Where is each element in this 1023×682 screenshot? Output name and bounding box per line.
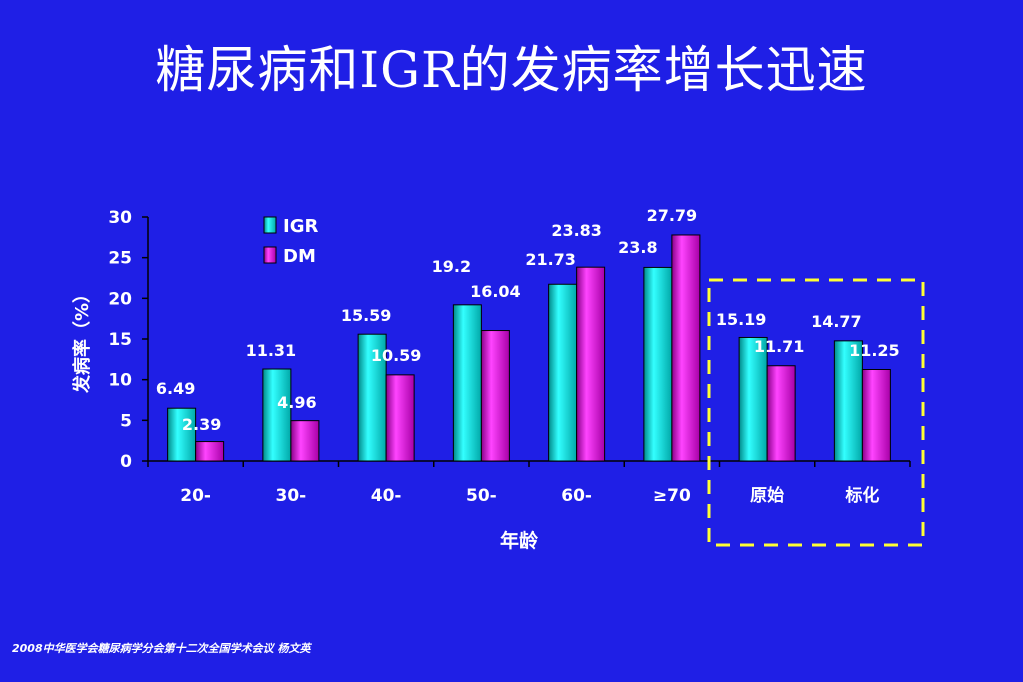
bar-dm [766,365,796,462]
bar-igr [738,336,768,462]
data-label-igr: 19.2 [432,257,471,276]
data-label-dm: 27.79 [647,206,698,225]
y-tick-label: 10 [108,371,132,391]
highlight-box [707,278,925,547]
legend-label-dm: DM [283,246,316,267]
y-tick-label: 25 [108,249,132,269]
bar-igr [643,266,673,462]
bar-dm [385,374,415,462]
data-label-igr: 23.8 [618,238,657,257]
bar-dm [290,420,320,462]
x-tick-label: 40- [371,486,402,506]
data-label-dm: 23.83 [551,221,602,240]
data-label-igr: 15.19 [716,310,767,329]
data-label-dm: 2.39 [182,415,221,434]
bar-dm [195,441,225,462]
x-tick-label: ≥70 [653,486,691,506]
legend-swatch-dm [263,246,277,264]
bar-dm [861,369,891,462]
legend-label-igr: IGR [283,216,318,237]
data-label-igr: 11.31 [246,341,297,360]
bar-igr [167,407,197,462]
x-tick-label: 20- [180,486,211,506]
x-tick-label: 30- [276,486,307,506]
footer-citation: 2008中华医学会糖尿病学分会第十二次全国学术会议 杨文英 [12,642,311,655]
data-label-igr: 14.77 [811,312,862,331]
y-axis-title: 发病率（%） [71,285,93,394]
y-tick-label: 30 [108,208,132,228]
y-tick-label: 5 [120,411,132,431]
data-label-dm: 10.59 [371,346,422,365]
data-label-igr: 6.49 [156,379,195,398]
bar-igr [833,340,863,462]
bar-dm [671,234,701,462]
data-label-igr: 15.59 [341,306,392,325]
y-tick-label: 0 [120,452,132,472]
x-axis-title: 年龄 [500,529,539,552]
bar-igr [452,304,482,462]
legend-swatch-igr [263,216,277,234]
bar-dm [480,330,510,462]
slide-title: 糖尿病和IGR的发病率增长迅速 [155,41,868,99]
bar-dm [576,266,606,462]
data-label-igr: 21.73 [525,250,576,269]
x-tick-label: 标化 [845,485,879,506]
y-tick-label: 20 [108,289,132,309]
x-tick-label: 60- [561,486,592,506]
data-label-dm: 11.25 [849,341,900,360]
bar-igr [548,283,578,462]
x-tick-label: 50- [466,486,497,506]
x-tick-label: 原始 [750,485,784,506]
data-label-dm: 11.71 [754,337,805,356]
data-label-dm: 4.96 [277,393,316,412]
bar-igr [262,368,292,462]
y-tick-label: 15 [108,330,132,350]
data-label-dm: 16.04 [470,282,521,301]
